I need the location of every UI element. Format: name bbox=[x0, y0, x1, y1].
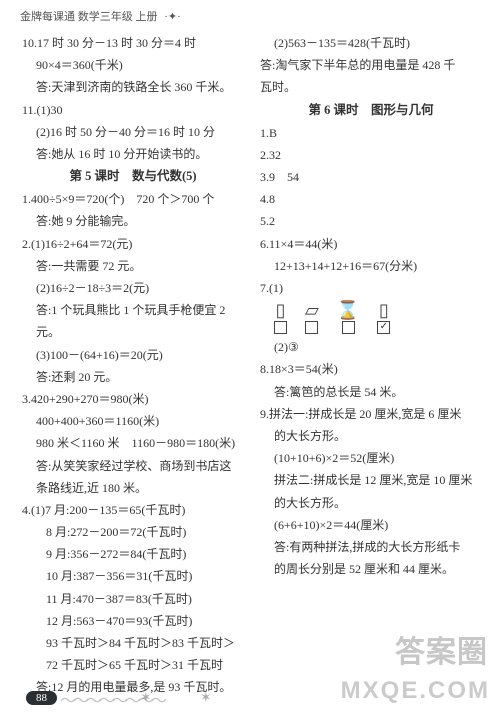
q4c-ans2: 瓦时。 bbox=[260, 76, 482, 98]
shape-options: ▯ ▱ ⌛ ▯ ✓ bbox=[260, 299, 482, 336]
l6-q2: 2.32 bbox=[260, 144, 482, 166]
header-decor: ·✦· bbox=[164, 11, 181, 23]
l6-q9-ans1: 答:有两种拼法,拼成的大长方形纸卡 bbox=[260, 536, 482, 558]
l5-q2-ans2: 答:1 个玩具熊比 1 个玩具手枪便宜 2 元。 bbox=[22, 299, 244, 343]
l5-q3-ans2: 条路线近,近 180 米。 bbox=[22, 477, 244, 499]
shape2-checkbox bbox=[305, 321, 318, 334]
l6-q9-line4: 拼法二:拼成长是 12 厘米,宽是 10 厘米 bbox=[260, 469, 482, 491]
q10-line2: 90×4＝360(千米) bbox=[22, 54, 244, 76]
q10-answer: 答:天津到济南的铁路全长 360 千米。 bbox=[22, 76, 244, 98]
shape3-checkbox bbox=[342, 321, 355, 334]
l5-q3-line1: 3.420+290+270＝980(米) bbox=[22, 388, 244, 410]
l5-q2-line1: 2.(1)16÷2+64＝72(元) bbox=[22, 233, 244, 255]
l5-q4-line2: 8 月:272－200＝72(千瓦时) bbox=[22, 521, 244, 543]
shape3-icon: ⌛ bbox=[337, 301, 359, 319]
left-column: 10.17 时 30 分－13 时 30 分＝4 时 90×4＝360(千米) … bbox=[22, 32, 244, 699]
lesson6-title: 第 6 课时 图形与几何 bbox=[260, 99, 482, 122]
right-column: (2)563－135＝428(千瓦时) 答:淘气家下半年总的用电量是 428 千… bbox=[260, 32, 482, 699]
l6-q8-answer: 答:篱笆的总长是 54 米。 bbox=[260, 381, 482, 403]
shape-option-2: ▱ bbox=[305, 301, 319, 334]
l5-q4-line6: 12 月:563－470＝93(千瓦时) bbox=[22, 610, 244, 632]
content-columns: 10.17 时 30 分－13 时 30 分＝4 时 90×4＝360(千米) … bbox=[0, 28, 500, 699]
l5-q3-ans1: 答:从笑笑家经过学校、商场到书店这 bbox=[22, 455, 244, 477]
l6-q6-line2: 12+13+14+12+16＝67(分米) bbox=[260, 255, 482, 277]
l6-q6-line1: 6.11×4＝44(米) bbox=[260, 233, 482, 255]
page-header: 金牌每课通 数学三年级 上册 ·✦· bbox=[0, 0, 500, 28]
shape-option-4: ▯ ✓ bbox=[377, 301, 390, 334]
l6-q3: 3.9 54 bbox=[260, 166, 482, 188]
l5-q4-line4: 10 月:387－356＝31(千瓦时) bbox=[22, 565, 244, 587]
page-number-badge: 88 bbox=[26, 691, 57, 705]
shape2-icon: ▱ bbox=[305, 301, 319, 319]
shape1-checkbox bbox=[274, 321, 287, 334]
l6-q4: 4.8 bbox=[260, 188, 482, 210]
shape-option-1: ▯ bbox=[274, 301, 287, 334]
shape1-icon: ▯ bbox=[276, 301, 286, 319]
watermark-url: MXQE.COM bbox=[341, 677, 490, 705]
l5-q2-ans1: 答:一共需要 72 元。 bbox=[22, 255, 244, 277]
l5-q2-line3: (2)16÷2－18÷3＝2(元) bbox=[22, 277, 244, 299]
lesson5-title: 第 5 课时 数与代数(5) bbox=[22, 165, 244, 188]
l5-q4-line5: 11 月:470－387＝83(千瓦时) bbox=[22, 588, 244, 610]
fish-icon: ✶ bbox=[200, 690, 212, 707]
l6-q5: 5.2 bbox=[260, 210, 482, 232]
l5-q4-line7: 93 千瓦时＞84 千瓦时＞83 千瓦时＞ bbox=[22, 632, 244, 654]
l5-q3-line2: 400+400+360＝1160(米) bbox=[22, 410, 244, 432]
l6-q9-line3: (10+10+6)×2＝52(厘米) bbox=[260, 447, 482, 469]
q11-line1: 11.(1)30 bbox=[22, 99, 244, 121]
l6-q7-line2: (2)③ bbox=[260, 336, 482, 358]
watermark-brand: 答案圈 bbox=[395, 627, 488, 671]
l6-q9-ans2: 的周长分别是 52 厘米和 44 厘米。 bbox=[260, 558, 482, 580]
l6-q9-line6: (6+6+10)×2＝44(厘米) bbox=[260, 514, 482, 536]
l5-q1-answer: 答:她 9 分能输完。 bbox=[22, 210, 244, 232]
l6-q1: 1.B bbox=[260, 122, 482, 144]
shape-option-3: ⌛ bbox=[337, 301, 359, 334]
l5-q1-line1: 1.400÷5×9＝720(个) 720 个＞700 个 bbox=[22, 188, 244, 210]
l5-q4-line8: 72 千瓦时＞65 千瓦时＞31 千瓦时 bbox=[22, 654, 244, 676]
l5-q3-line3: 980 米＜1160 米 1160－980＝180(米) bbox=[22, 432, 244, 454]
book-title: 金牌每课通 数学三年级 上册 bbox=[20, 11, 158, 23]
q4c-ans1: 答:淘气家下半年总的用电量是 428 千 bbox=[260, 54, 482, 76]
q11-line2: (2)16 时 50 分－40 分＝16 时 10 分 bbox=[22, 121, 244, 143]
q4c-line1: (2)563－135＝428(千瓦时) bbox=[260, 32, 482, 54]
l5-q4-line1: 4.(1)7 月:200－135＝65(千瓦时) bbox=[22, 499, 244, 521]
l6-q9-line1: 9.拼法一:拼成长是 20 厘米,宽是 6 厘米 bbox=[260, 403, 482, 425]
l5-q2-line5: (3)100－(64+16)＝20(元) bbox=[22, 344, 244, 366]
l6-q8-line1: 8.18×3＝54(米) bbox=[260, 358, 482, 380]
q10-line1: 10.17 时 30 分－13 时 30 分＝4 时 bbox=[22, 32, 244, 54]
l6-q9-line2: 的大长方形。 bbox=[260, 425, 482, 447]
l6-q9-line5: 的大长方形。 bbox=[260, 492, 482, 514]
l5-q4-line3: 9 月:356－272＝84(千瓦时) bbox=[22, 543, 244, 565]
fish-icon: ✶ bbox=[140, 690, 152, 707]
l5-q2-ans3: 答:还剩 20 元。 bbox=[22, 366, 244, 388]
l6-q7-line1: 7.(1) bbox=[260, 277, 482, 299]
shape4-checkbox: ✓ bbox=[377, 321, 390, 334]
q11-answer: 答:她从 16 时 10 分开始读书的。 bbox=[22, 143, 244, 165]
shape4-icon: ▯ bbox=[379, 301, 389, 319]
